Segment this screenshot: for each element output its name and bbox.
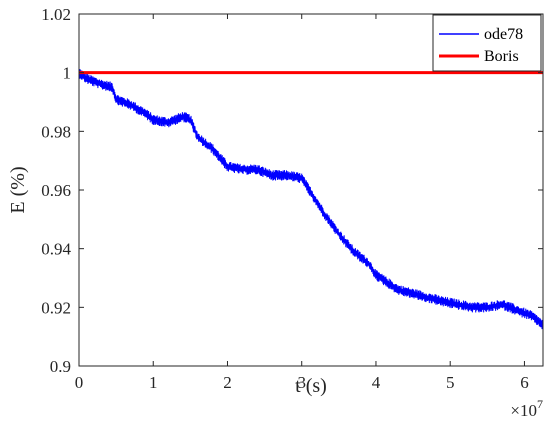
x-tick-label: 2 — [223, 373, 232, 392]
x-tick-label: 4 — [372, 373, 381, 392]
y-tick-label: 0.96 — [41, 181, 71, 200]
y-tick-label: 0.94 — [41, 240, 71, 259]
x-axis-exponent-power: 7 — [537, 397, 543, 411]
x-tick-label: 5 — [446, 373, 455, 392]
y-tick-label: 1 — [63, 64, 72, 83]
x-axis-exponent: ×107 — [510, 397, 543, 420]
series-line-ode78 — [78, 68, 544, 330]
series-layer — [78, 68, 544, 330]
x-axis-title: t (s) — [295, 375, 327, 397]
ticks-layer: 0 1 2 3 4 5 6 0.9 0.92 0.94 0.96 0.98 1 1.02 — [41, 5, 543, 392]
legend-label-ode78: ode78 — [484, 26, 523, 43]
y-axis-title: E (%) — [7, 166, 29, 213]
x-tick-label: 3 — [297, 373, 306, 392]
y-tick-label: 0.98 — [41, 122, 71, 141]
x-tick-label: 6 — [520, 373, 529, 392]
y-tick-label: 0.9 — [50, 357, 71, 376]
y-tick-label: 1.02 — [41, 5, 71, 24]
x-tick-label: 0 — [75, 373, 84, 392]
x-axis-exponent-base: ×10 — [510, 401, 537, 420]
legend: ode78 Boris — [432, 14, 542, 72]
legend-box — [432, 14, 542, 72]
y-tick-label: 0.92 — [41, 298, 71, 317]
x-tick-label: 1 — [149, 373, 158, 392]
legend-label-boris: Boris — [484, 48, 519, 65]
